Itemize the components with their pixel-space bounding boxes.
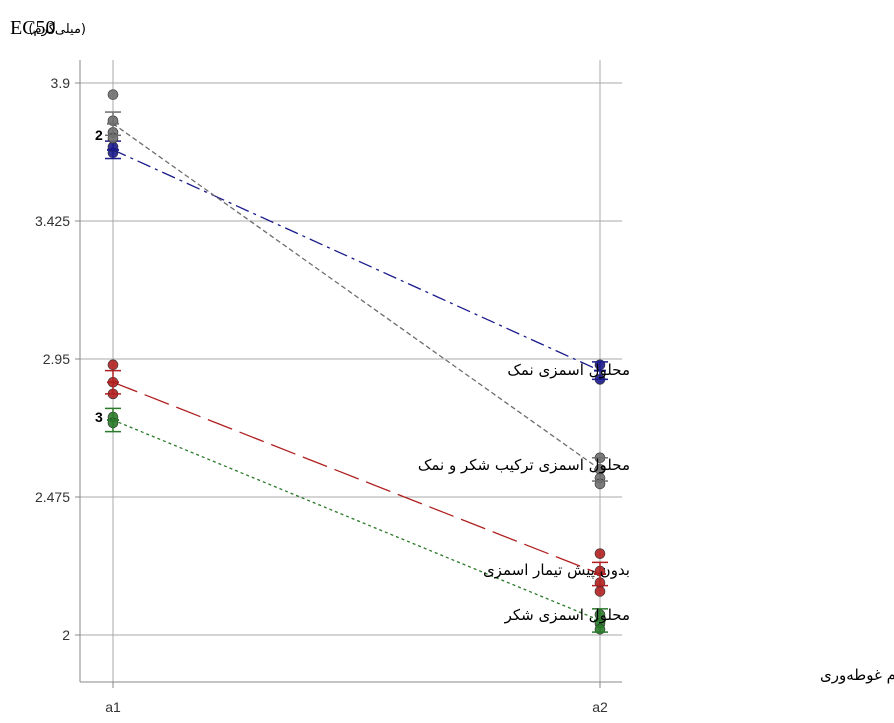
y-axis-unit: (میلی‌گرم) — [28, 21, 86, 37]
series-label: بدون پیش تیمار اسمزی — [483, 561, 630, 580]
series-label: محلول اسمزی نمک — [507, 361, 630, 379]
series-line — [112, 381, 601, 575]
y-ticks: 3.9 3.425 2.95 2.475 2 — [35, 75, 80, 643]
data-point — [107, 359, 119, 371]
data-point — [594, 548, 606, 559]
y-tick-label: 2.475 — [35, 489, 70, 505]
series-labels: محلول اسمزی نمک محلول اسمزی ترکیب شکر و ن… — [418, 361, 630, 624]
x-tick-label: a1 — [105, 699, 121, 715]
y-axis-title: EC50 — [10, 17, 56, 39]
series-lines — [112, 123, 601, 622]
x-tick-label: a2 — [592, 699, 608, 715]
y-tick-label: 3.9 — [51, 75, 71, 91]
data-point — [107, 89, 119, 100]
data-point — [594, 586, 606, 597]
series-label: محلول اسمزی ترکیب شکر و نمک — [418, 456, 630, 474]
y-tick-label: 2 — [62, 627, 70, 643]
x-ticks: a1 a2 — [105, 682, 608, 715]
series-line — [112, 123, 601, 470]
x-axis-title: غوطه‌وری و عدم غوطه‌وری — [820, 666, 894, 684]
group-labels: 23 — [95, 127, 103, 425]
y-tick-label: 2.95 — [43, 351, 70, 367]
series-label: محلول اسمزی شکر — [504, 606, 630, 624]
group-label: 3 — [95, 409, 103, 425]
series-line — [112, 149, 601, 372]
group-label: 2 — [95, 127, 103, 143]
y-tick-label: 3.425 — [35, 213, 70, 229]
series-points — [105, 89, 608, 635]
series-line — [112, 419, 601, 622]
axes — [79, 60, 622, 683]
